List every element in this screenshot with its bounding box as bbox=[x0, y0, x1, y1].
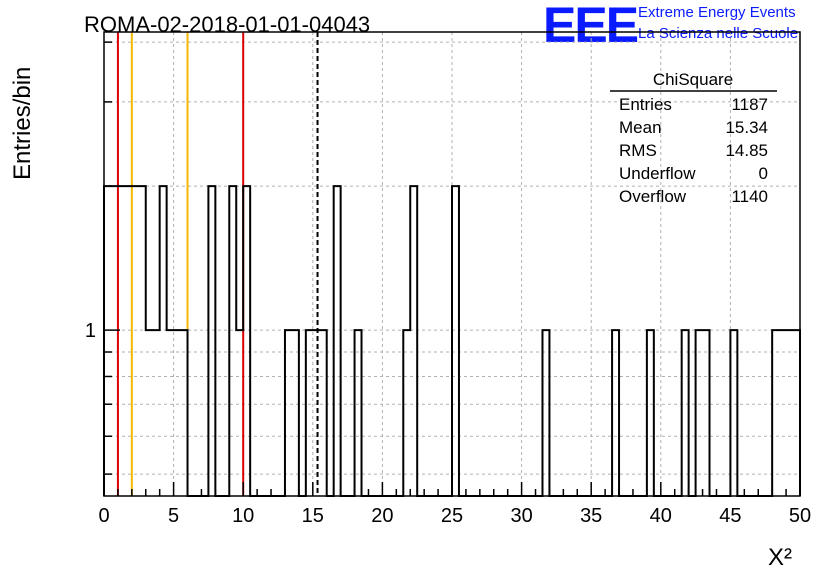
x-tick-label: 25 bbox=[441, 505, 463, 527]
histogram-bin bbox=[786, 330, 793, 496]
histogram-bin bbox=[703, 330, 710, 496]
histogram-bin bbox=[160, 186, 167, 496]
stats-value: 1140 bbox=[731, 187, 768, 206]
histogram-bin bbox=[243, 186, 250, 496]
stats-label: RMS bbox=[619, 141, 657, 160]
histogram-bin bbox=[132, 186, 139, 496]
x-axis-title: X² bbox=[768, 544, 792, 571]
histogram-bin bbox=[542, 330, 549, 496]
x-ticks: 0 5 10 15 20 25 30 35 40 45 50 bbox=[98, 482, 811, 527]
x-tick-label: 20 bbox=[371, 505, 393, 527]
x-tick-label: 10 bbox=[232, 505, 254, 527]
histogram-bin bbox=[793, 330, 800, 496]
stats-label: Mean bbox=[619, 118, 662, 137]
histogram-bin bbox=[125, 186, 132, 496]
histogram-bin bbox=[334, 186, 341, 496]
histogram-bin bbox=[772, 330, 779, 496]
histogram-bin bbox=[174, 330, 181, 496]
histogram-bin bbox=[208, 186, 215, 496]
stats-value: 14.85 bbox=[725, 141, 768, 160]
histogram-bin bbox=[355, 330, 362, 496]
stats-value: 1187 bbox=[731, 95, 768, 114]
histogram-bin bbox=[452, 186, 459, 496]
histogram-bin bbox=[111, 186, 118, 496]
x-tick-label: 50 bbox=[789, 505, 811, 527]
eee-logo-mark: EEE bbox=[543, 0, 638, 53]
stats-label: Entries bbox=[619, 95, 672, 114]
histogram-bin bbox=[139, 186, 146, 496]
stats-value: 15.34 bbox=[725, 118, 768, 137]
histogram-bin bbox=[730, 330, 737, 496]
stats-label: Overflow bbox=[619, 187, 687, 206]
histogram-bin bbox=[410, 186, 417, 496]
chart-title: ROMA-02-2018-01-01-04043 bbox=[84, 12, 370, 37]
y-tick-label: 1 bbox=[85, 320, 96, 342]
histogram-bin bbox=[104, 186, 111, 496]
histogram-bin bbox=[181, 330, 188, 496]
histogram-bin bbox=[403, 330, 410, 496]
x-tick-label: 5 bbox=[168, 505, 179, 527]
histogram-bin bbox=[153, 330, 160, 496]
x-tick-label: 0 bbox=[98, 505, 109, 527]
histogram-bin bbox=[236, 330, 243, 496]
histogram-bin bbox=[146, 330, 153, 496]
histogram-bin bbox=[313, 330, 320, 496]
stats-box: ChiSquare Entries 1187 Mean 15.34 RMS 14.85 Un… bbox=[610, 70, 777, 206]
eee-logo-line1: Extreme Energy Events bbox=[638, 4, 796, 21]
histogram-bin bbox=[320, 330, 327, 496]
stats-value: 0 bbox=[759, 164, 768, 183]
histogram-bin bbox=[612, 330, 619, 496]
stats-rows: Entries 1187 Mean 15.34 RMS 14.85 Underflow 0 Ov… bbox=[619, 95, 768, 206]
histogram-outline bbox=[103, 185, 801, 497]
x-tick-label: 45 bbox=[719, 505, 741, 527]
stats-label: Underflow bbox=[619, 164, 696, 183]
histogram-bin bbox=[292, 330, 299, 496]
eee-logo: EEE Extreme Energy Events La Scienza nel… bbox=[543, 0, 798, 53]
x-tick-label: 40 bbox=[650, 505, 672, 527]
stats-title: ChiSquare bbox=[653, 70, 733, 89]
histogram-bin bbox=[306, 330, 313, 496]
x-tick-label: 15 bbox=[302, 505, 324, 527]
histogram-bin bbox=[696, 330, 703, 496]
eee-logo-line2: La Scienza nelle Scuole bbox=[638, 25, 798, 42]
histogram-bin bbox=[167, 330, 174, 496]
histogram-bin bbox=[779, 330, 786, 496]
histogram-bin bbox=[682, 330, 689, 496]
x-tick-label: 30 bbox=[510, 505, 532, 527]
y-ticks: 1 bbox=[85, 41, 120, 475]
histogram-bin bbox=[229, 186, 236, 496]
y-axis-title: Entries/bin bbox=[9, 67, 36, 180]
histogram-bin bbox=[647, 330, 654, 496]
histogram-bin bbox=[118, 186, 125, 496]
histogram-bin bbox=[285, 330, 292, 496]
x-tick-label: 35 bbox=[580, 505, 602, 527]
